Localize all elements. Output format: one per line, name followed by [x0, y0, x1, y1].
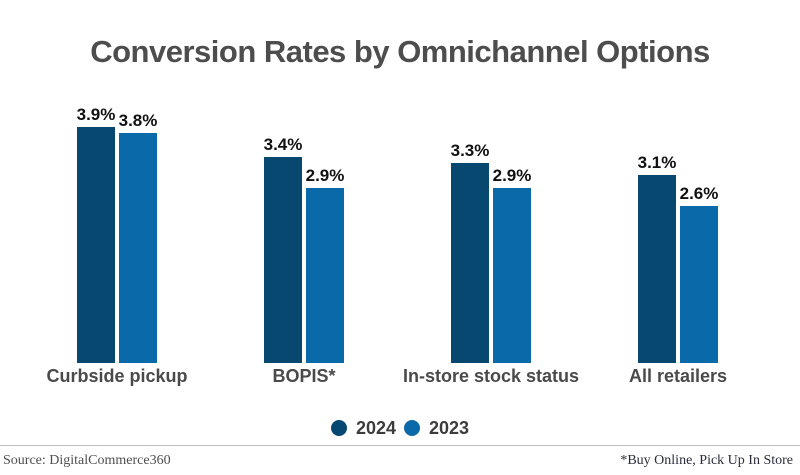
source-credit: Source: DigitalCommerce360 [3, 453, 171, 468]
bar-2024-curbside-pickup [77, 127, 115, 363]
value-label-2024-curbside-pickup: 3.9% [76, 105, 116, 124]
category-label-all-retailers: All retailers [628, 366, 728, 386]
legend-item-2024: 2024 [330, 418, 396, 438]
bar-2024-all-retailers [638, 175, 676, 363]
bar-2024-bopis [264, 157, 302, 363]
value-label-2024-all-retailers: 3.1% [637, 153, 677, 172]
legend-label: 2023 [429, 418, 470, 438]
footnote: *Buy Online, Pick Up In Store [620, 453, 793, 468]
value-label-2023-bopis: 2.9% [305, 166, 345, 185]
bar-2023-bopis [306, 188, 344, 363]
category-label-curbside-pickup: Curbside pickup [46, 366, 188, 386]
value-label-2024-in-store-stock-status: 3.3% [450, 141, 490, 160]
legend-label: 2024 [355, 418, 396, 438]
bar-2023-in-store-stock-status [493, 188, 531, 363]
chart-legend: 2024 2023 [0, 419, 800, 437]
bar-2023-all-retailers [680, 206, 718, 363]
value-label-2023-in-store-stock-status: 2.9% [492, 166, 532, 185]
category-label-bopis: BOPIS* [272, 366, 336, 386]
value-label-2023-all-retailers: 2.6% [679, 184, 719, 203]
legend-dot-icon [330, 420, 347, 436]
legend-item-2023: 2023 [404, 419, 469, 437]
footer-divider [0, 445, 800, 446]
category-label-in-store-stock-status: In-store stock status [402, 366, 580, 386]
bar-2023-curbside-pickup [119, 133, 157, 363]
bar-2024-in-store-stock-status [451, 163, 489, 363]
value-label-2024-bopis: 3.4% [263, 135, 303, 154]
legend-dot-icon [404, 420, 420, 436]
value-label-2023-curbside-pickup: 3.8% [118, 111, 158, 130]
chart-title: Conversion Rates by Omnichannel Options [90, 34, 710, 69]
